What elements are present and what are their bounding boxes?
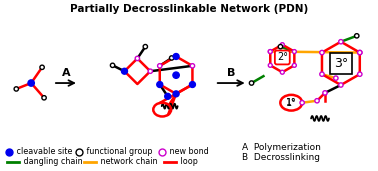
Text: new bond: new bond bbox=[167, 147, 209, 156]
Circle shape bbox=[358, 50, 362, 55]
Circle shape bbox=[358, 50, 362, 55]
Circle shape bbox=[268, 50, 272, 54]
Circle shape bbox=[135, 56, 139, 61]
Circle shape bbox=[174, 92, 178, 96]
Circle shape bbox=[280, 70, 284, 74]
Circle shape bbox=[292, 50, 296, 54]
Circle shape bbox=[268, 63, 272, 67]
Text: network chain: network chain bbox=[98, 157, 157, 166]
Text: cleavable site: cleavable site bbox=[14, 147, 73, 156]
Circle shape bbox=[148, 69, 152, 73]
Circle shape bbox=[358, 72, 362, 76]
Circle shape bbox=[339, 40, 343, 44]
Circle shape bbox=[14, 87, 19, 91]
Circle shape bbox=[190, 82, 195, 87]
Text: A: A bbox=[62, 68, 70, 78]
Circle shape bbox=[158, 64, 162, 68]
Text: 1°: 1° bbox=[286, 98, 297, 108]
Circle shape bbox=[292, 63, 296, 67]
Circle shape bbox=[143, 44, 147, 49]
Text: A  Polymerization: A Polymerization bbox=[242, 143, 321, 153]
Circle shape bbox=[323, 91, 327, 95]
Text: functional group: functional group bbox=[84, 147, 152, 156]
Text: 3°: 3° bbox=[334, 57, 348, 70]
Circle shape bbox=[320, 72, 324, 76]
Circle shape bbox=[110, 63, 115, 68]
Circle shape bbox=[339, 83, 343, 87]
Text: loop: loop bbox=[178, 157, 198, 166]
Circle shape bbox=[280, 43, 284, 47]
Text: B: B bbox=[228, 68, 236, 78]
Circle shape bbox=[122, 69, 127, 73]
Text: B  Decrosslinking: B Decrosslinking bbox=[242, 153, 320, 162]
Text: dangling chain: dangling chain bbox=[21, 157, 83, 166]
Circle shape bbox=[28, 80, 34, 86]
Circle shape bbox=[189, 82, 195, 88]
Circle shape bbox=[249, 81, 254, 85]
Text: 1°: 1° bbox=[286, 98, 296, 107]
Circle shape bbox=[173, 91, 179, 97]
Circle shape bbox=[165, 93, 171, 99]
Circle shape bbox=[355, 34, 359, 38]
Circle shape bbox=[40, 65, 44, 69]
Circle shape bbox=[278, 44, 283, 49]
Circle shape bbox=[315, 99, 319, 103]
Circle shape bbox=[169, 56, 174, 60]
Circle shape bbox=[173, 72, 179, 78]
Circle shape bbox=[174, 54, 178, 59]
Circle shape bbox=[173, 54, 179, 60]
Circle shape bbox=[190, 64, 195, 68]
Circle shape bbox=[121, 68, 127, 74]
Circle shape bbox=[320, 50, 324, 55]
Text: 2°: 2° bbox=[277, 52, 288, 62]
Circle shape bbox=[157, 82, 163, 88]
Circle shape bbox=[158, 82, 162, 87]
Circle shape bbox=[42, 96, 46, 100]
Circle shape bbox=[300, 101, 304, 105]
Text: Partially Decrosslinkable Network (PDN): Partially Decrosslinkable Network (PDN) bbox=[70, 4, 308, 14]
Circle shape bbox=[334, 76, 338, 80]
Circle shape bbox=[268, 50, 272, 54]
